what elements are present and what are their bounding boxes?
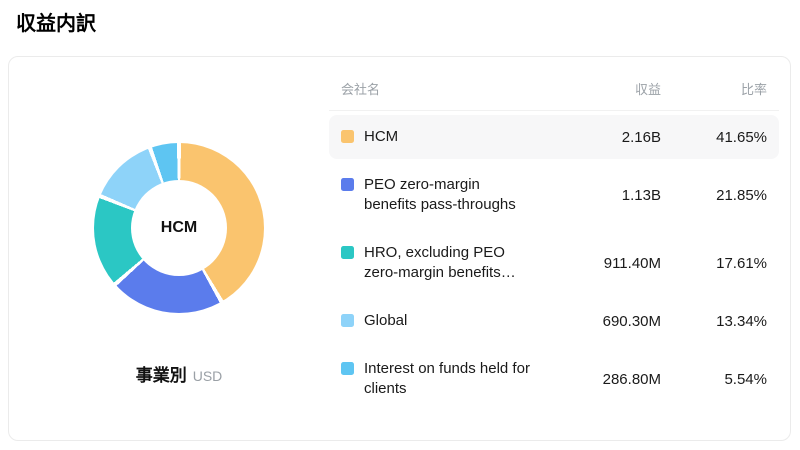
breakdown-table: 会社名 収益 比率 HCM 2.16B 41.65% PEO zero-marg… (329, 79, 779, 411)
legend-swatch (341, 178, 354, 191)
revenue-breakdown-card: HCM 事業別 USD 会社名 収益 比率 HCM 2.16B 41.65% PE… (8, 56, 791, 441)
row-label: HRO, excluding PEO zero-margin benefits… (364, 244, 516, 281)
row-label: HCM (364, 128, 399, 145)
row-revenue: 690.30M (602, 312, 661, 330)
chart-caption: 事業別 USD (94, 361, 264, 386)
row-revenue: 1.13B (621, 186, 661, 204)
legend-swatch (341, 130, 354, 143)
table-row-interest[interactable]: Interest on funds held for clients 286.8… (329, 347, 779, 411)
legend-swatch (341, 246, 354, 259)
page-title: 収益内訳 (16, 13, 96, 35)
row-ratio: 17.61% (716, 254, 767, 272)
table-row-peo[interactable]: PEO zero-margin benefits pass-throughs 1… (329, 163, 779, 227)
row-revenue: 2.16B (621, 128, 661, 146)
row-ratio: 5.54% (724, 370, 767, 388)
row-revenue: 911.40M (603, 254, 661, 272)
table-header: 会社名 収益 比率 (329, 79, 779, 111)
chart-caption-title: 事業別 (135, 366, 187, 385)
donut-chart-wrapper: HCM (94, 143, 264, 313)
chart-caption-unit: USD (192, 368, 223, 384)
row-ratio: 21.85% (716, 186, 767, 204)
table-row-hcm[interactable]: HCM 2.16B 41.65% (329, 115, 779, 159)
row-revenue: 286.80M (602, 370, 661, 388)
table-row-hro[interactable]: HRO, excluding PEO zero-margin benefits…… (329, 231, 779, 295)
row-label: Global (364, 312, 408, 329)
header-revenue: 収益 (634, 82, 661, 97)
row-label: PEO zero-margin benefits pass-throughs (364, 176, 516, 213)
legend-swatch (341, 314, 354, 327)
header-company: 会社名 (341, 82, 381, 97)
legend-swatch (341, 362, 354, 375)
table-row-global[interactable]: Global 690.30M 13.34% (329, 299, 779, 343)
row-ratio: 41.65% (716, 128, 767, 146)
donut-center-label: HCM (131, 180, 227, 276)
header-ratio: 比率 (740, 82, 767, 97)
row-label: Interest on funds held for clients (364, 360, 530, 397)
row-ratio: 13.34% (716, 312, 767, 330)
